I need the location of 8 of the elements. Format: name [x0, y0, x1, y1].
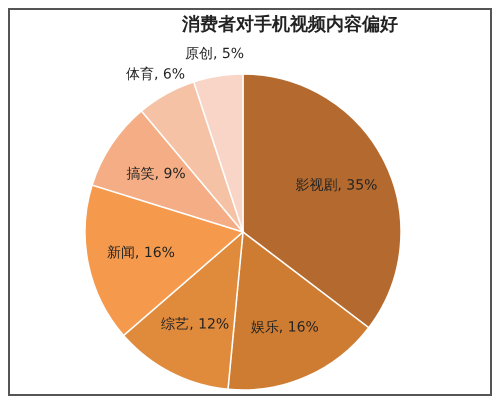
- slice-label: 原创, 5%: [184, 46, 244, 62]
- slice-label: 综艺, 12%: [161, 316, 230, 333]
- slice-label: 搞笑, 9%: [126, 166, 186, 182]
- slice-label: 娱乐, 16%: [250, 319, 319, 336]
- slice-label: 新闻, 16%: [106, 245, 175, 262]
- chart-title: 消费者对手机视频内容偏好: [181, 14, 398, 35]
- slice-label: 体育, 6%: [126, 66, 186, 83]
- slice-label: 影视剧, 35%: [295, 178, 378, 194]
